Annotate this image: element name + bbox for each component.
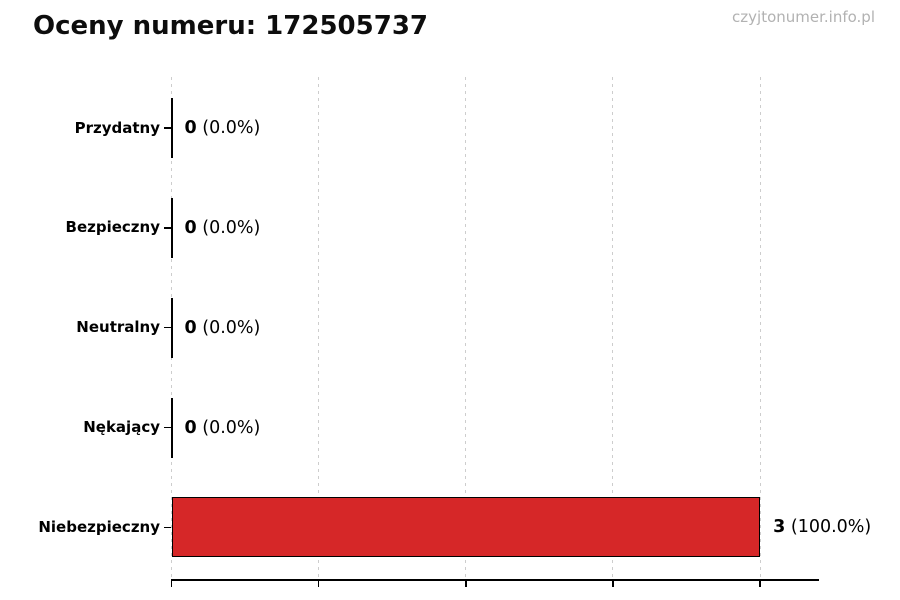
chart-title: Oceny numeru: 172505737	[33, 11, 429, 41]
watermark: czyjtonumer.info.pl	[732, 8, 875, 26]
category-label-bezpieczny: Bezpieczny	[65, 218, 160, 237]
bar-niebezpieczny	[171, 497, 761, 558]
gridline	[318, 77, 320, 580]
value-count: 0	[184, 118, 197, 138]
y-axis-tick	[164, 127, 171, 129]
x-axis-line	[170, 579, 819, 581]
value-percent: (0.0%)	[196, 417, 261, 438]
x-axis-tick	[170, 580, 173, 587]
value-count: 0	[184, 417, 197, 438]
x-axis-tick	[612, 580, 614, 587]
x-axis-tick	[317, 580, 320, 587]
value-percent: (0.0%)	[196, 317, 261, 338]
value-percent: (0.0%)	[196, 118, 261, 138]
x-axis-tick	[465, 580, 467, 587]
gridline	[612, 77, 614, 580]
value-count: 3	[773, 517, 786, 538]
category-label-niebezpieczny: Niebezpieczny	[38, 517, 160, 536]
category-label-przydatny: Przydatny	[74, 118, 160, 137]
zero-bar-neutralny	[170, 297, 173, 358]
zero-bar-przydatny	[170, 98, 173, 158]
value-count: 0	[184, 317, 197, 338]
value-label-przydatny: 0 (0.0%)	[185, 117, 261, 139]
y-axis-tick	[164, 426, 171, 429]
value-percent: (0.0%)	[196, 217, 261, 238]
x-axis-tick	[759, 580, 761, 587]
gridline	[465, 77, 467, 580]
value-count: 0	[184, 217, 197, 238]
y-axis-tick	[164, 526, 171, 529]
y-axis-tick	[164, 227, 171, 229]
value-label-neutralny: 0 (0.0%)	[185, 317, 261, 339]
value-percent: (100.0%)	[785, 517, 872, 538]
category-label-nekajacy: Nękający	[83, 418, 160, 437]
value-label-bezpieczny: 0 (0.0%)	[185, 217, 261, 239]
y-axis-tick	[164, 327, 171, 329]
category-label-neutralny: Neutralny	[76, 318, 160, 337]
value-label-niebezpieczny: 3 (100.0%)	[773, 516, 871, 538]
gridline	[759, 77, 761, 580]
value-label-nekajacy: 0 (0.0%)	[185, 417, 261, 439]
zero-bar-bezpieczny	[170, 197, 173, 258]
zero-bar-nekajacy	[170, 397, 173, 458]
